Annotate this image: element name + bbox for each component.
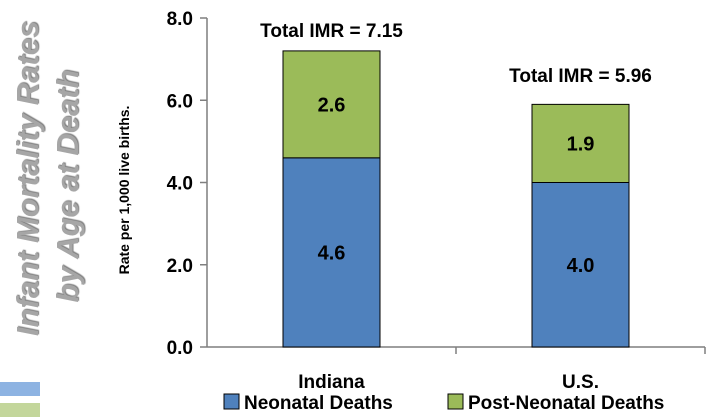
y-axis-title: Rate per 1,000 live births. [116,106,132,275]
legend: Neonatal Deaths Post-Neonatal Deaths [223,393,664,414]
y-tick-label: 6.0 [167,91,193,112]
y-tick-label: 8.0 [167,9,193,30]
legend-swatch [223,393,240,410]
bar-value-label: 1.9 [567,133,595,155]
bar-segment-neonatal [531,182,630,348]
total-imr-label: Total IMR = 5.96 [509,66,652,87]
legend-entry: Neonatal Deaths [244,393,393,414]
y-tick-label: 4.0 [167,174,193,195]
bar-segment-post-neonatal [282,50,381,159]
y-tick-label: 2.0 [167,256,193,277]
y-tick-label: 0.0 [167,338,193,359]
bar-value-label: 4.6 [318,242,346,264]
bar-value-label: 2.6 [318,94,346,116]
legend-entry: Post-Neonatal Deaths [468,393,664,414]
bars: 4.6 2.6 Total IMR = 7.15 Indiana 4.0 1.9 Total… [260,21,652,393]
legend-swatch [447,393,464,410]
x-category-label: Indiana [298,372,365,393]
decorative-bar-blue [0,382,40,396]
bar-value-label: 4.0 [567,255,595,277]
bar-segment-post-neonatal [531,103,630,183]
x-category-label: U.S. [562,372,599,393]
total-imr-label: Total IMR = 7.15 [260,21,403,42]
